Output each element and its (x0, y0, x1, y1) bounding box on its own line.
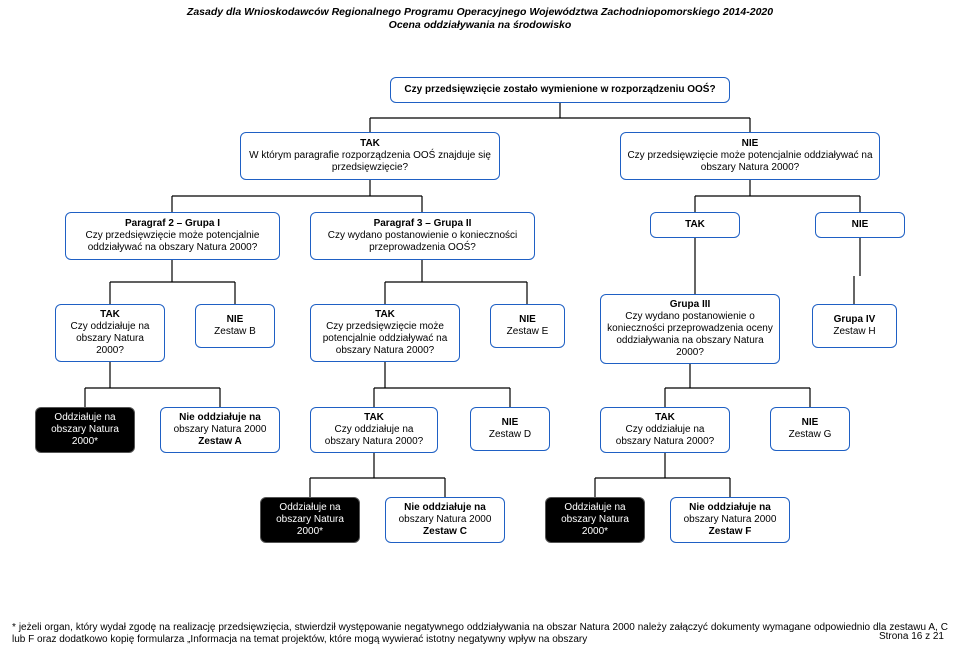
header-line2: Ocena oddziaływania na środowisko (0, 19, 960, 32)
node-takOd2: TAKCzy oddziałuje na obszary Natura 2000… (310, 407, 438, 453)
node-p2: Paragraf 2 – Grupa ICzy przedsięwzięcie … (65, 212, 280, 260)
node-nieA: Nie oddziałuje naobszary Natura 2000Zest… (160, 407, 280, 453)
node-takOdd: TAKCzy oddziałuje na obszary Natura 2000… (55, 304, 165, 362)
node-oddB3: Oddziałuje na obszary Natura 2000* (545, 497, 645, 543)
node-nie2: NIE (815, 212, 905, 238)
node-g4: Grupa IVZestaw H (812, 304, 897, 348)
header-line1: Zasady dla Wnioskodawców Regionalnego Pr… (0, 6, 960, 19)
node-nieC: Nie oddziałuje naobszary Natura 2000Zest… (385, 497, 505, 543)
node-nieB: NIEZestaw B (195, 304, 275, 348)
node-takOd3: TAKCzy oddziałuje na obszary Natura 2000… (600, 407, 730, 453)
node-oddB1: Oddziałuje na obszary Natura 2000* (35, 407, 135, 453)
node-root: Czy przedsięwzięcie zostało wymienione w… (390, 77, 730, 103)
node-nieG: NIEZestaw G (770, 407, 850, 451)
node-g3: Grupa IIICzy wydano postanowienie o koni… (600, 294, 780, 364)
node-p3: Paragraf 3 – Grupa IICzy wydano postanow… (310, 212, 535, 260)
node-nieE: NIEZestaw E (490, 304, 565, 348)
node-oddB2: Oddziałuje na obszary Natura 2000* (260, 497, 360, 543)
node-takPot: TAKCzy przedsięwzięcie może potencjalnie… (310, 304, 460, 362)
node-tak1: TAKW którym paragrafie rozporządzenia OO… (240, 132, 500, 180)
node-nieD: NIEZestaw D (470, 407, 550, 451)
node-nie1: NIECzy przedsięwzięcie może potencjalnie… (620, 132, 880, 180)
footnote: * jeżeli organ, który wydał zgodę na rea… (0, 622, 960, 646)
page-number: Strona 16 z 21 (879, 631, 944, 642)
node-nieF: Nie oddziałuje naobszary Natura 2000Zest… (670, 497, 790, 543)
node-tak2: TAK (650, 212, 740, 238)
flowchart-canvas: Czy przedsięwzięcie zostało wymienione w… (0, 32, 960, 622)
page-header: Zasady dla Wnioskodawców Regionalnego Pr… (0, 0, 960, 32)
